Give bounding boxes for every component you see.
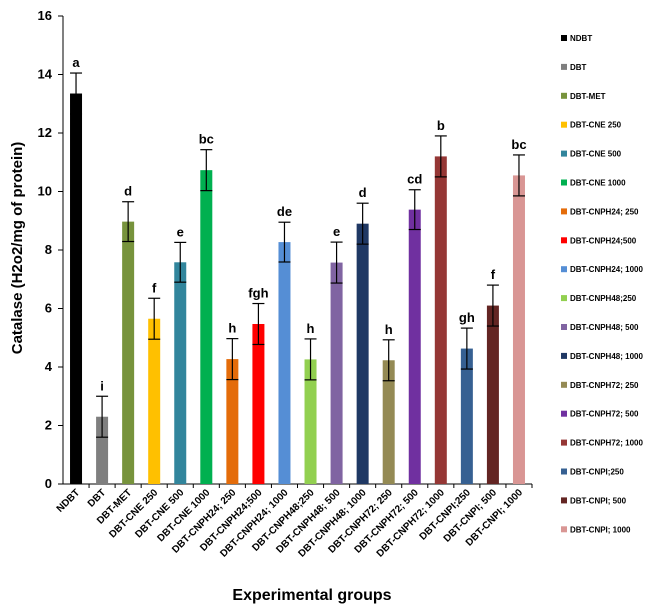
legend-label: DBT-CNPH48; 500	[570, 323, 639, 332]
legend-label: DBT-CNPI;250	[570, 468, 624, 477]
bar	[460, 348, 473, 484]
significance-label: h	[307, 321, 315, 336]
bar	[408, 209, 421, 484]
y-tick-label: 0	[45, 476, 52, 491]
legend-label: DBT-CNPI; 1000	[570, 525, 631, 534]
legend-label: DBT-CNPH24; 1000	[570, 265, 643, 274]
significance-label: f	[491, 267, 496, 282]
legend-swatch	[561, 295, 567, 302]
significance-label: a	[72, 55, 80, 70]
significance-label: bc	[199, 132, 214, 147]
legend-label: DBT-CNPI; 500	[570, 496, 627, 505]
y-axis-title: Catalase (H2o2/mg of protein)	[9, 142, 26, 355]
bar	[252, 324, 265, 484]
legend-swatch	[561, 468, 567, 475]
bar	[330, 262, 343, 484]
legend-label: DBT-CNPH72; 500	[570, 410, 639, 419]
bar	[512, 175, 525, 484]
y-tick-label: 8	[45, 242, 52, 257]
legend-swatch	[561, 352, 567, 359]
legend-label: NDBT	[570, 34, 592, 43]
bar	[122, 221, 135, 484]
significance-label: fgh	[248, 286, 268, 301]
y-tick-label: 4	[45, 359, 53, 374]
legend-swatch	[561, 150, 567, 157]
bar	[174, 262, 187, 484]
significance-label: bc	[511, 137, 526, 152]
y-tick-label: 12	[38, 125, 52, 140]
legend-swatch	[561, 266, 567, 273]
legend-swatch	[561, 237, 567, 244]
bar	[434, 156, 447, 484]
legend-label: DBT-CNE 250	[570, 121, 622, 130]
significance-label: i	[100, 378, 104, 393]
legend-swatch	[561, 121, 567, 128]
legend: NDBT DBT DBT-MET DBT-CNE 250 DBT-CNE 500 DBT-…	[561, 34, 643, 534]
bar	[304, 359, 317, 484]
x-tick-label: DBT	[86, 487, 108, 509]
legend-swatch	[561, 35, 567, 41]
legend-label: DBT-CNE 500	[570, 150, 622, 159]
bar	[148, 318, 161, 484]
legend-swatch	[561, 92, 567, 99]
bar	[70, 93, 83, 484]
legend-swatch	[561, 381, 567, 388]
significance-label: e	[333, 224, 340, 239]
significance-label: d	[359, 185, 367, 200]
bar	[96, 416, 109, 484]
significance-label: d	[124, 184, 132, 199]
bar	[486, 305, 499, 484]
bar	[356, 223, 369, 485]
significance-label: h	[385, 322, 393, 337]
legend-label: DBT-CNPH24;500	[570, 236, 637, 245]
significance-label: de	[277, 204, 292, 219]
legend-swatch	[561, 410, 567, 417]
y-tick-label: 6	[45, 301, 52, 316]
legend-label: DBT-CNPH72; 250	[570, 381, 639, 390]
bar	[200, 170, 213, 484]
legend-label: DBT-CNPH72; 1000	[570, 439, 643, 448]
x-tick-label: NDBT	[55, 487, 82, 514]
significance-label: e	[177, 224, 184, 239]
legend-swatch	[561, 497, 567, 504]
legend-label: DBT	[570, 63, 587, 72]
legend-label: DBT-MET	[570, 92, 606, 101]
y-tick-label: 14	[38, 67, 53, 82]
legend-swatch	[561, 63, 567, 70]
significance-label: b	[437, 118, 445, 133]
legend-label: DBT-CNE 1000	[570, 179, 626, 188]
legend-swatch	[561, 439, 567, 446]
significance-label: gh	[459, 310, 475, 325]
legend-swatch	[561, 208, 567, 215]
legend-swatch	[561, 179, 567, 186]
legend-label: DBT-CNPH24; 250	[570, 207, 639, 216]
bar	[382, 360, 395, 484]
y-tick-label: 10	[38, 184, 52, 199]
y-tick-label: 16	[38, 8, 52, 23]
legend-swatch	[561, 526, 567, 533]
y-tick-label: 2	[45, 418, 52, 433]
significance-label: h	[228, 321, 236, 336]
significance-label: f	[152, 280, 157, 295]
significance-label: cd	[407, 172, 422, 187]
legend-label: DBT-CNPH48;250	[570, 294, 637, 303]
bar	[226, 359, 239, 484]
legend-swatch	[561, 324, 567, 330]
bar	[278, 242, 291, 484]
x-axis-title: Experimental groups	[232, 587, 391, 604]
legend-label: DBT-CNPH48; 1000	[570, 352, 643, 361]
